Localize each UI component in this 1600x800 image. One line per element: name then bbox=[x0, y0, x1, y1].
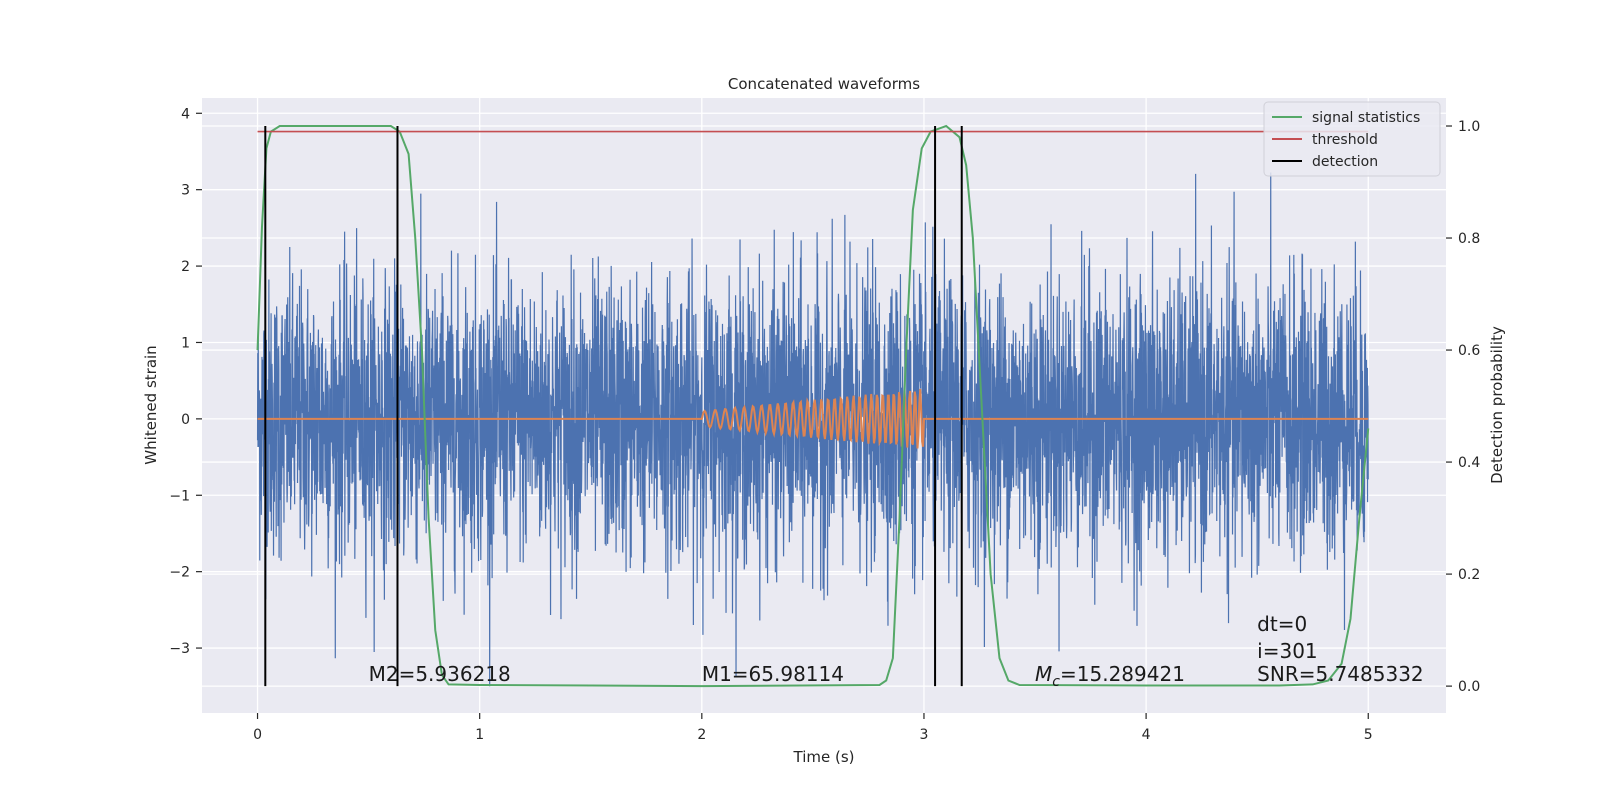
legend: signal statistics threshold detection bbox=[1263, 101, 1441, 177]
y2-tick-label: 1.0 bbox=[1458, 119, 1480, 135]
y2-tick-label: 0.4 bbox=[1458, 455, 1480, 471]
detection-series bbox=[264, 126, 963, 687]
y-tick-label: 2 bbox=[181, 259, 190, 275]
annotation: M2=5.936218 bbox=[369, 662, 511, 686]
annotation: Mc=15.289421 bbox=[1035, 662, 1185, 690]
signal-statistics-series bbox=[256, 124, 1370, 688]
y-tick-label: 1 bbox=[181, 335, 190, 351]
axes: 0 1 2 3 4 5 −3 −2 −1 0 1 2 3 4 0.0 0.2 0.4 0.6 0.8 1.0 bbox=[169, 106, 1480, 743]
legend-label: threshold bbox=[1312, 132, 1378, 148]
annotation: i=301 bbox=[1257, 639, 1318, 663]
y-axis-label: Whitened strain bbox=[142, 345, 160, 464]
annotation-value: =15.289421 bbox=[1060, 662, 1185, 686]
legend-box bbox=[1263, 101, 1441, 177]
x-tick-label: 3 bbox=[920, 727, 929, 743]
x-tick-label: 5 bbox=[1364, 727, 1373, 743]
x-tick-label: 2 bbox=[697, 727, 706, 743]
annotation-symbol: M bbox=[1035, 662, 1052, 686]
y-tick-label: 4 bbox=[181, 106, 190, 122]
y2-axis-label: Detection probability bbox=[1488, 326, 1506, 484]
y2-tick-label: 0.6 bbox=[1458, 343, 1480, 359]
y2-tick-label: 0.2 bbox=[1458, 567, 1480, 583]
y-tick-label: 3 bbox=[181, 183, 190, 199]
annotations: M2=5.936218 M1=65.98114 Mc=15.289421 dt=0 i=… bbox=[369, 612, 1424, 690]
y2-tick-label: 0.8 bbox=[1458, 231, 1480, 247]
signal-statistics-line bbox=[256, 124, 1370, 688]
chart-title: Concatenated waveforms bbox=[728, 75, 920, 93]
legend-label: detection bbox=[1312, 154, 1378, 170]
annotation-subscript: c bbox=[1052, 674, 1060, 690]
x-tick-label: 4 bbox=[1142, 727, 1151, 743]
annotation: SNR=5.7485332 bbox=[1257, 662, 1423, 686]
y-tick-label: −1 bbox=[169, 488, 190, 504]
y2-tick-label: 0.0 bbox=[1458, 679, 1480, 695]
waveform-series bbox=[257, 388, 1369, 449]
x-tick-label: 1 bbox=[475, 727, 484, 743]
y-tick-label: 0 bbox=[181, 412, 190, 428]
waveform-line bbox=[257, 388, 1369, 449]
y-tick-label: −3 bbox=[169, 641, 190, 657]
x-tick-label: 0 bbox=[253, 727, 262, 743]
x-axis-label: Time (s) bbox=[793, 748, 855, 766]
annotation: dt=0 bbox=[1257, 612, 1307, 636]
legend-label: signal statistics bbox=[1312, 110, 1420, 126]
y-tick-label: −2 bbox=[169, 565, 190, 581]
annotation: M1=65.98114 bbox=[702, 662, 844, 686]
